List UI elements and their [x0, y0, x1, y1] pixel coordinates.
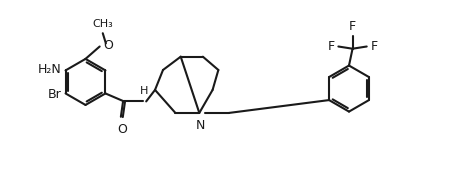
Text: Br: Br	[47, 88, 61, 101]
Text: O: O	[117, 123, 127, 136]
Text: F: F	[370, 40, 378, 53]
Text: N: N	[195, 119, 205, 132]
Text: H₂N: H₂N	[37, 63, 61, 76]
Text: F: F	[349, 20, 356, 33]
Text: CH₃: CH₃	[92, 19, 113, 29]
Text: F: F	[328, 40, 335, 53]
Text: O: O	[103, 39, 112, 52]
Text: H: H	[140, 86, 148, 96]
